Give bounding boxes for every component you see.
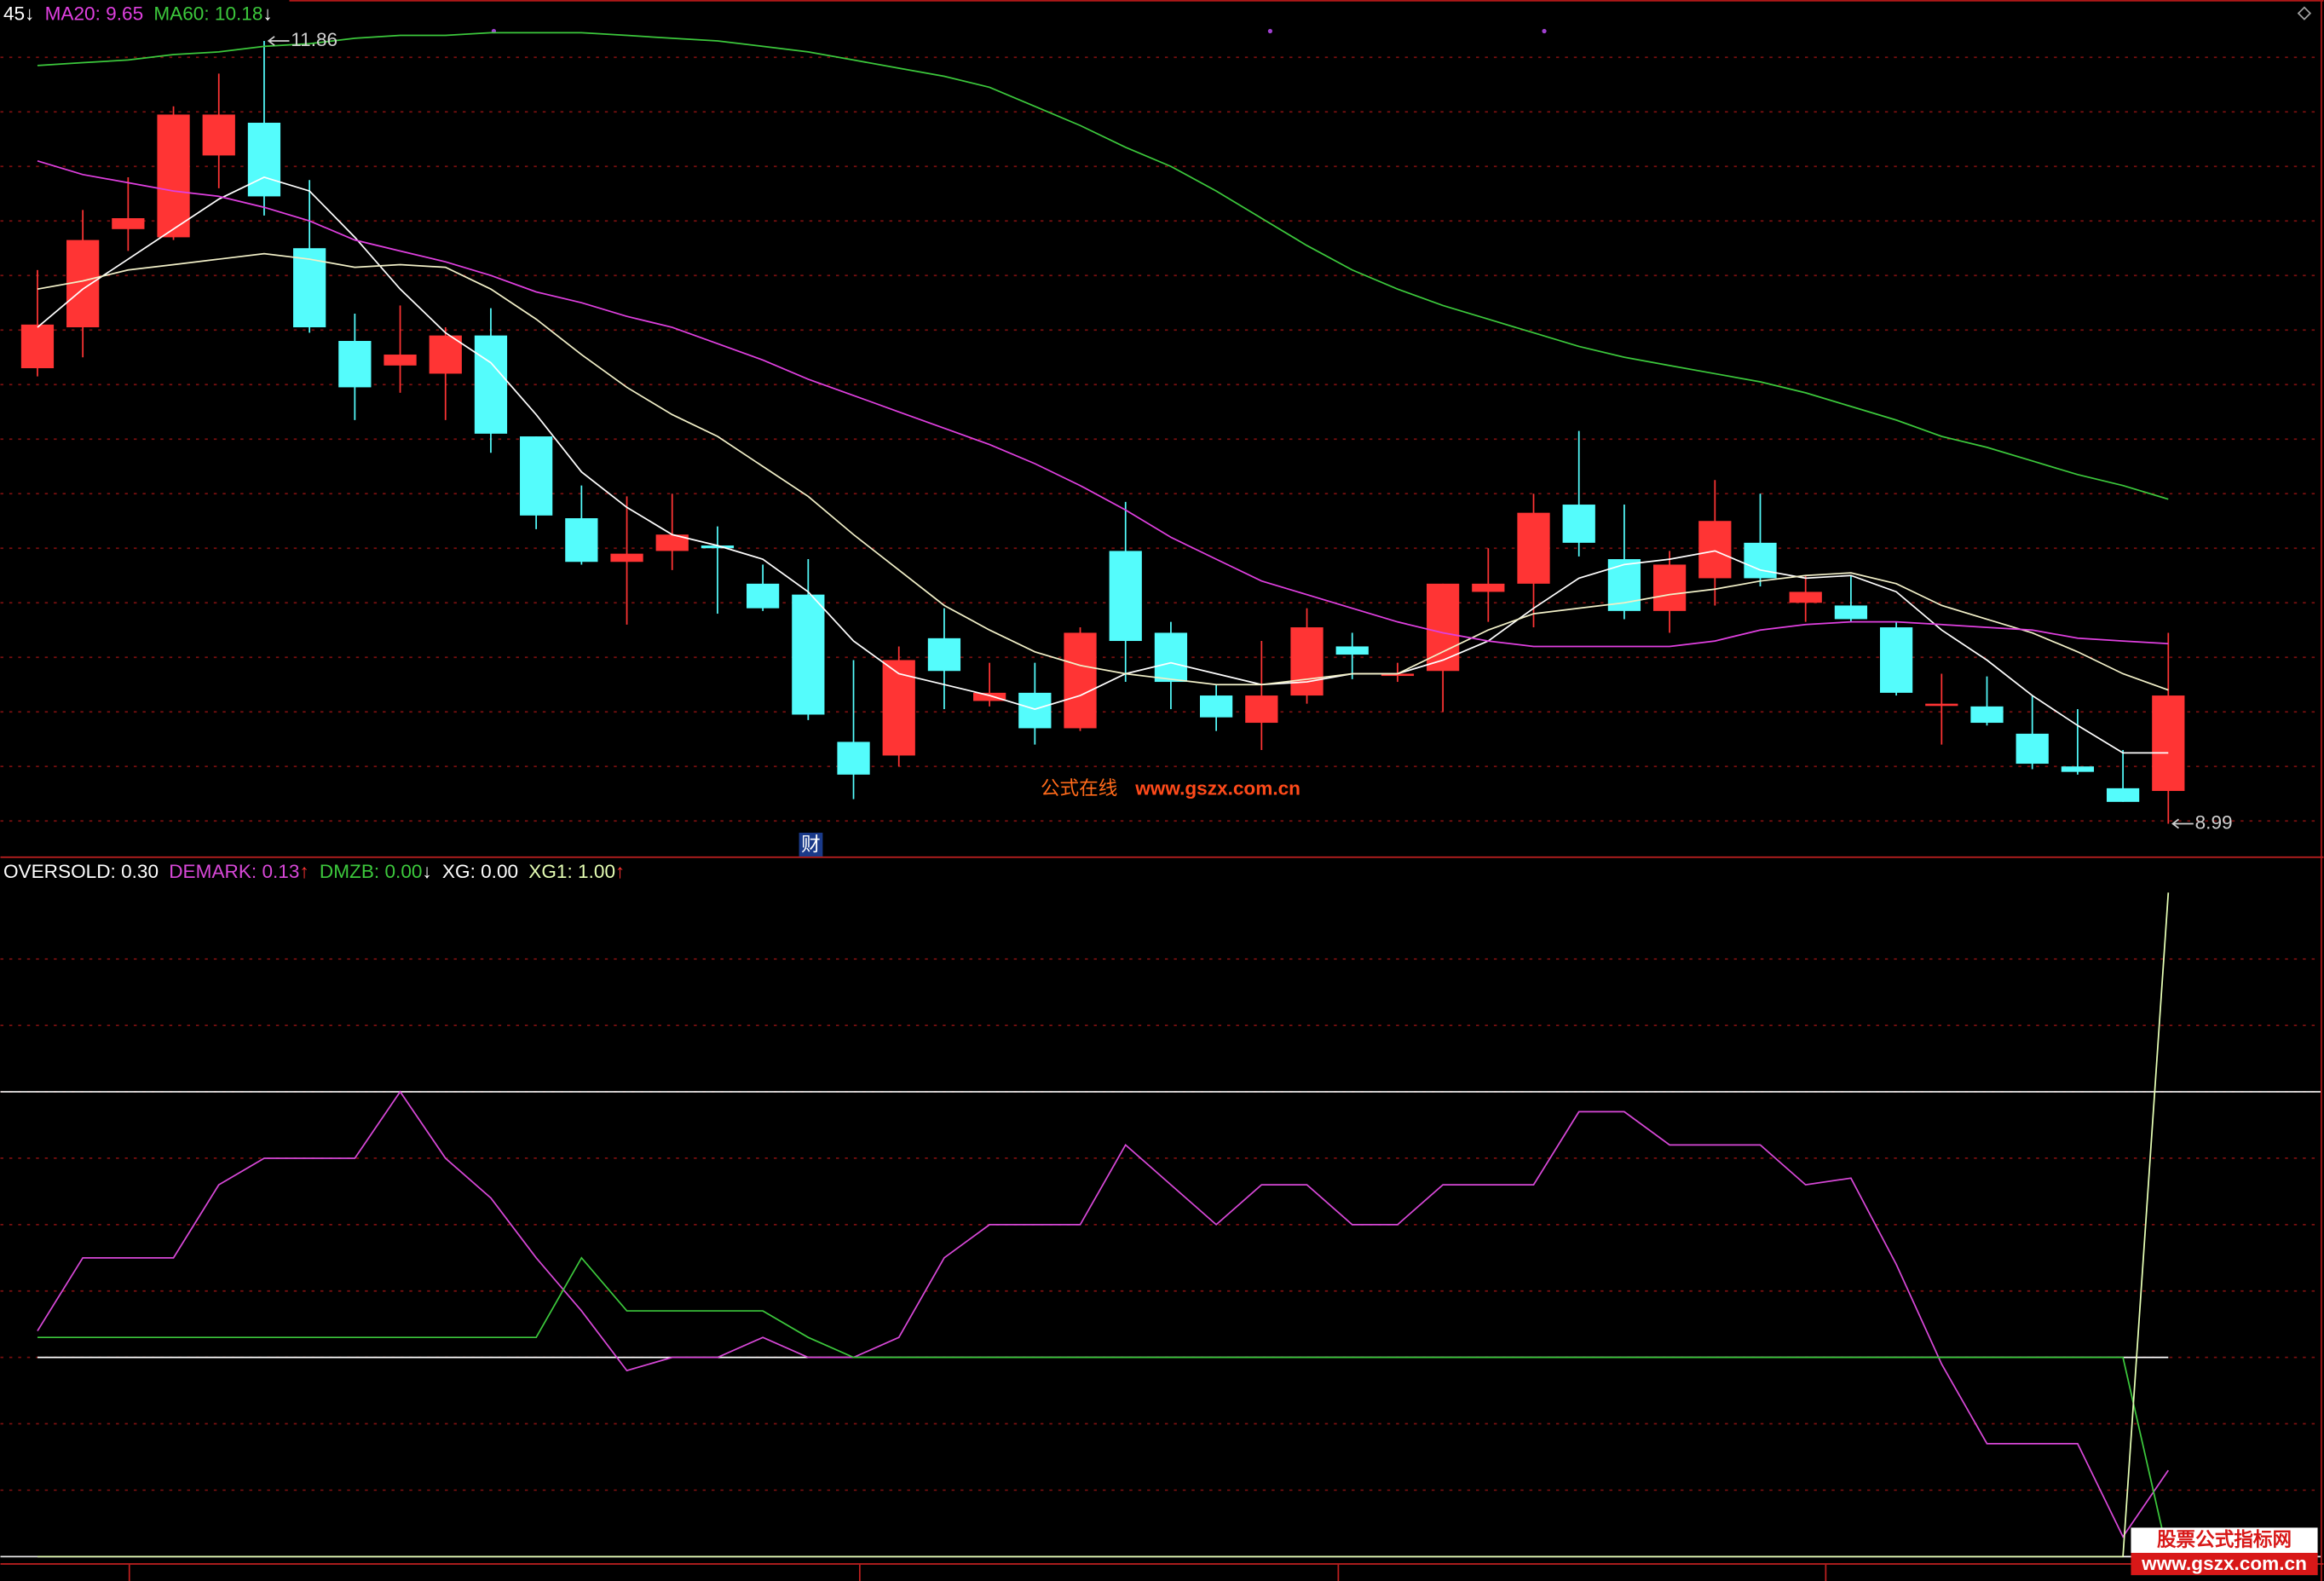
legend-entry: MA20: 9.65 [45,3,144,24]
legend-arrow: ↓ [25,3,34,24]
dot [1542,28,1547,34]
annotation-label: 8.99 [2195,811,2233,833]
candle-body [66,239,100,328]
legend-entry: MA60: 10.18 [153,3,262,24]
candle-body [2061,766,2095,772]
candle-body [1744,542,1777,579]
candle-body [1698,521,1732,579]
annotation-arrow [267,36,290,46]
candle-body [747,583,780,609]
marks: 11.86 8.99 [20,29,2233,1558]
series-line [37,892,2170,1558]
candle-body [1879,627,1913,693]
badge: 财 [801,834,821,856]
candle-body [1562,505,1595,543]
candle-body [1517,512,1550,584]
legend-arrow: ↑ [299,861,309,882]
legend-arrow: ↓ [422,861,431,882]
candle-body [792,594,825,715]
candle-body [1245,695,1278,724]
candle-body [1381,673,1415,677]
logo-band [2131,1552,2318,1576]
candle-body [338,341,372,388]
annotation-label: 11.86 [291,29,337,50]
candle-body [1970,706,2004,724]
dot [1267,28,1273,34]
logo-name: 股票公式指标网 [2157,1529,2292,1550]
series-line [37,32,2169,500]
legend-entry: OVERSOLD: 0.30 [3,861,159,882]
candle-body [1290,627,1323,696]
candle-body [1834,605,1868,620]
candle-body [1200,695,1233,718]
candle-body [1472,583,1505,592]
candle-body [20,324,55,369]
series-line [37,176,2169,754]
candle-body [701,545,735,549]
watermark-url: www.gszx.com.cn [1134,778,1300,799]
candle-body [2015,733,2049,765]
candle-body [157,114,190,238]
candle-body [1652,564,1687,611]
candle-body [1154,632,1188,683]
candle-body [429,335,462,374]
candle-body [1335,646,1369,655]
legend-entry: XG1: 1.00 [528,861,615,882]
candle-body [112,218,145,229]
candle-body [927,638,961,672]
series-line [37,1090,2170,1538]
legend-arrow: ↓ [262,3,272,24]
annotation-arrow [2171,818,2194,829]
watermark-name: 公式在线 [1041,778,1117,799]
candle-body [837,741,870,775]
candle-body [1925,703,1958,707]
candle-body [383,355,417,366]
series-line [37,1256,2170,1557]
candle-body [1018,692,1052,729]
candle-body [520,436,553,516]
legend-entry: XG: 0.00 [442,861,518,882]
x-axis-ticks [128,1564,1827,1581]
series-line [37,252,2169,691]
candle-body [1064,632,1097,729]
candle-body [2152,695,2185,792]
candle-body [474,335,508,434]
candle-body [247,123,281,197]
legend-entry: DEMARK: 0.13 [169,861,299,882]
legend: OVERSOLD: 0.30 DEMARK: 0.13↑ DMZB: 0.00↓ XG… [3,861,625,882]
candle-body [565,518,598,563]
legend-entry: 45 [3,3,25,24]
candle-body [2106,788,2140,802]
legends: 45↓ MA20: 9.65 MA60: 10.18↓OVERSOLD: 0.30 D… [3,3,625,882]
series-line [37,159,2169,648]
legend-entry: DMZB: 0.00 [320,861,423,882]
diamond-marker [2297,6,2312,20]
candle-body [973,692,1006,701]
legend-arrow: ↑ [615,861,625,882]
candle-body [655,534,689,551]
badge-bg [799,833,823,857]
candle-body [202,114,235,156]
candle-body [1109,551,1142,642]
legend: 45↓ MA20: 9.65 MA60: 10.18↓ [3,3,273,24]
candle-body [610,553,643,563]
logo-url: www.gszx.com.cn [2141,1553,2307,1574]
candle-body [1789,591,1822,603]
candle-body [293,248,326,328]
